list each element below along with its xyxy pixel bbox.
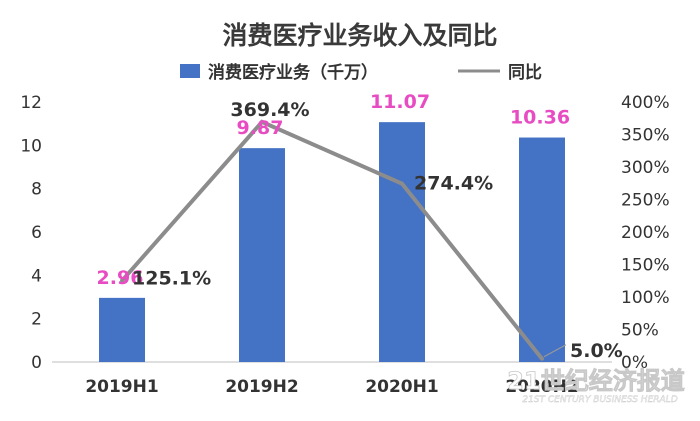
line-label-leader (543, 344, 567, 358)
axes: 0 2 4 6 8 10 12 0% 50% 100% 150% 200% 250% 300% 350% 40… (20, 93, 669, 397)
x-tick-label: 2020H2 (505, 377, 578, 397)
y-left-tick-label: 0 (31, 353, 42, 373)
y-right-tick-label: 150% (621, 256, 670, 276)
line-value-label: 125.1% (132, 268, 211, 290)
watermark-subtext: 21ST CENTURY BUSINESS HERALD (522, 395, 677, 405)
bar (519, 137, 565, 362)
line-point (260, 119, 264, 124)
y-right-tick-label: 400% (621, 93, 670, 113)
bar-value-label: 9.87 (237, 117, 284, 139)
line-series-path (120, 119, 544, 360)
y-left-tick-label: 2 (31, 310, 42, 330)
y-right-tick-label: 300% (621, 158, 670, 178)
bar (379, 122, 425, 363)
y-right-tick-label: 50% (621, 321, 659, 341)
line-point (400, 181, 404, 186)
y-left-tick-label: 10 (20, 136, 42, 156)
line-value-label: 274.4% (414, 173, 493, 195)
y-right-tick-label: 200% (621, 223, 670, 243)
y-right-tick-label: 250% (621, 191, 670, 211)
chart-title: 消费医疗业务收入及同比 (222, 21, 497, 50)
bar-value-label: 11.07 (370, 91, 430, 113)
y-right-tick-label: 350% (621, 126, 670, 146)
x-tick-label: 2019H2 (225, 377, 298, 397)
y-left-tick-label: 6 (31, 223, 42, 243)
x-tick-label: 2019H1 (85, 377, 158, 397)
legend-label-line: 同比 (508, 62, 542, 83)
y-right-tick-label: 100% (621, 288, 670, 308)
x-tick-label: 2020H1 (365, 377, 438, 397)
y-left-tick-label: 12 (20, 93, 42, 113)
bar-value-label: 10.36 (510, 107, 570, 129)
bar-value-label: 2.96 (97, 267, 144, 289)
data-labels: 2.96 9.87 11.07 10.36 125.1% 369.4% 274.4% 5.0% (97, 91, 623, 362)
line-point (540, 356, 544, 361)
bars (99, 122, 565, 363)
bar (239, 148, 285, 362)
line-value-label: 369.4% (230, 99, 309, 121)
line-series (120, 119, 544, 361)
legend-swatch-bar (180, 64, 200, 78)
line-value-label: 5.0% (570, 340, 623, 362)
line-point (120, 278, 124, 283)
watermark-text: 21世纪经济报道 (507, 367, 684, 395)
watermark: 21世纪经济报道 21ST CENTURY BUSINESS HERALD (507, 367, 685, 406)
y-left-tick-label: 4 (31, 266, 42, 286)
y-right-tick-label: 0% (621, 353, 648, 373)
legend-label-bar: 消费医疗业务（千万） (208, 62, 378, 83)
legend: 消费医疗业务（千万） 同比 (180, 62, 542, 83)
bar (99, 297, 145, 362)
y-left-tick-label: 8 (31, 180, 42, 200)
